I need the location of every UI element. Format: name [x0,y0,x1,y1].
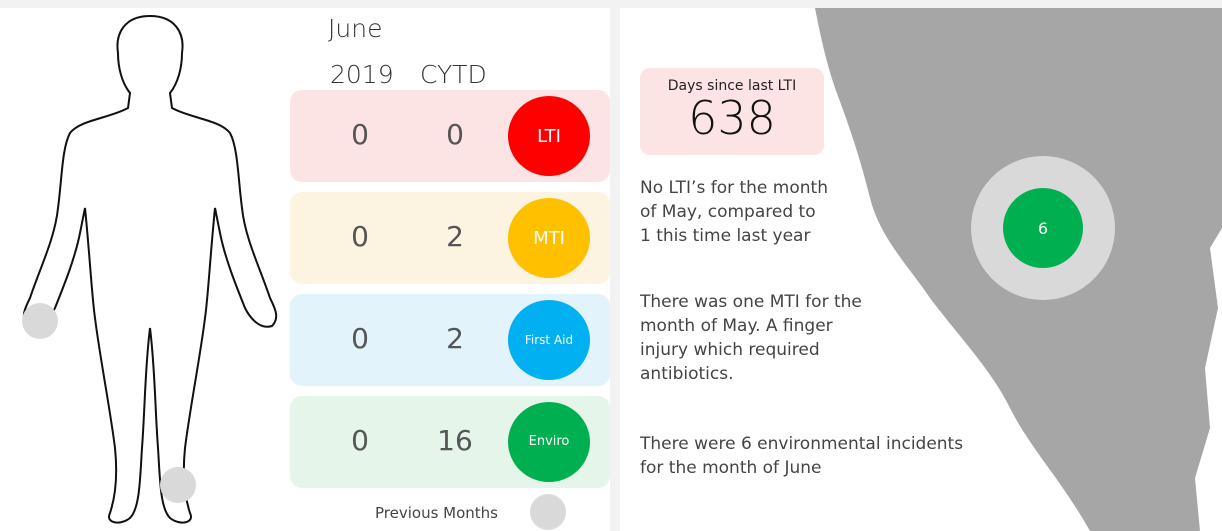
paragraph-line: There was one MTI for the [640,292,862,312]
paragraph-line: injury which required [640,340,820,360]
incident-row: 0 0 LTI [290,90,610,182]
paragraph-line: 1 this time last year [640,226,811,246]
badge: MTI [508,198,590,278]
days-label: Days since last LTI [667,78,797,94]
paragraph: There were 6 environmental incidents for … [640,432,963,480]
legend-dot [530,494,566,530]
paragraph-line: for the month of June [640,458,822,478]
header-month: June [328,14,383,43]
cytd-value: 0 [446,118,464,151]
cytd-value: 16 [437,424,473,457]
map-marker-label: 6 [1038,219,1048,238]
incident-row: 0 2 First Aid [290,294,610,386]
header-cytd: CYTD [420,60,487,89]
paragraph-line: There were 6 environmental incidents [640,434,964,454]
days-value: 638 [688,91,776,145]
month-value: 0 [351,322,369,355]
body-outline [22,14,278,524]
incident-row: 0 16 Enviro [290,396,610,488]
cytd-value: 2 [446,322,464,355]
badge: First Aid [508,300,590,380]
badge: Enviro [508,402,590,482]
legend-label: Previous Months [375,504,498,522]
cytd-value: 2 [446,220,464,253]
badge: LTI [508,96,590,176]
map: 6 [815,8,1222,531]
paragraph-line: month of May. A finger [640,316,833,336]
header-year: 2019 [330,60,394,89]
incident-row: 0 2 MTI [290,192,610,284]
month-value: 0 [351,118,369,151]
paragraph: There was one MTI for the month of May. A… [640,290,862,386]
paragraph-line: antibiotics. [640,364,734,384]
month-value: 0 [351,220,369,253]
paragraph: No LTI’s for the month of May, compared t… [640,176,828,248]
paragraph-line: of May, compared to [640,202,816,222]
left-panel: June 2019 CYTD 0 0 LTI 0 2 MTI 0 2 First Aid 0 16 E… [0,8,610,531]
paragraph-line: No LTI’s for the month [640,178,828,198]
right-panel: 6 Days since last LTI 638 No LTI’s for t… [620,8,1222,531]
month-value: 0 [351,424,369,457]
days-box: Days since last LTI 638 [640,68,824,155]
